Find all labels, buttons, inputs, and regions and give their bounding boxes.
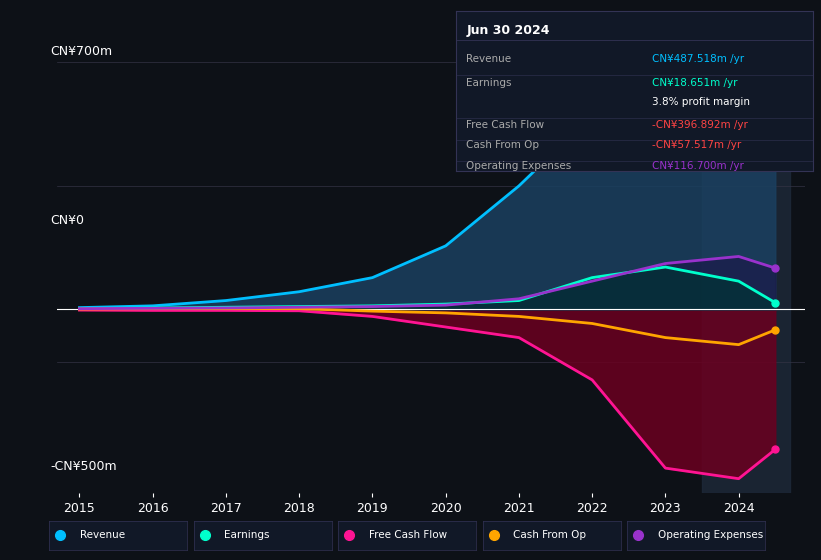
- Text: -CN¥396.892m /yr: -CN¥396.892m /yr: [652, 119, 748, 129]
- Text: Earnings: Earnings: [224, 530, 269, 540]
- Text: Jun 30 2024: Jun 30 2024: [466, 24, 550, 37]
- Text: Revenue: Revenue: [80, 530, 125, 540]
- Text: Cash From Op: Cash From Op: [466, 140, 539, 150]
- Text: Cash From Op: Cash From Op: [513, 530, 586, 540]
- Text: 3.8% profit margin: 3.8% profit margin: [652, 97, 750, 107]
- Text: CN¥0: CN¥0: [50, 214, 84, 227]
- Text: -CN¥57.517m /yr: -CN¥57.517m /yr: [652, 140, 741, 150]
- Text: Operating Expenses: Operating Expenses: [658, 530, 763, 540]
- Bar: [702, 45, 790, 493]
- Text: CN¥487.518m /yr: CN¥487.518m /yr: [652, 54, 744, 64]
- Text: Operating Expenses: Operating Expenses: [466, 161, 571, 171]
- Text: -CN¥500m: -CN¥500m: [50, 460, 117, 473]
- Text: CN¥18.651m /yr: CN¥18.651m /yr: [652, 78, 737, 88]
- Text: Earnings: Earnings: [466, 78, 511, 88]
- Text: Free Cash Flow: Free Cash Flow: [369, 530, 447, 540]
- Text: Revenue: Revenue: [466, 54, 511, 64]
- Text: CN¥116.700m /yr: CN¥116.700m /yr: [652, 161, 744, 171]
- Text: CN¥700m: CN¥700m: [50, 45, 112, 58]
- Text: Free Cash Flow: Free Cash Flow: [466, 119, 544, 129]
